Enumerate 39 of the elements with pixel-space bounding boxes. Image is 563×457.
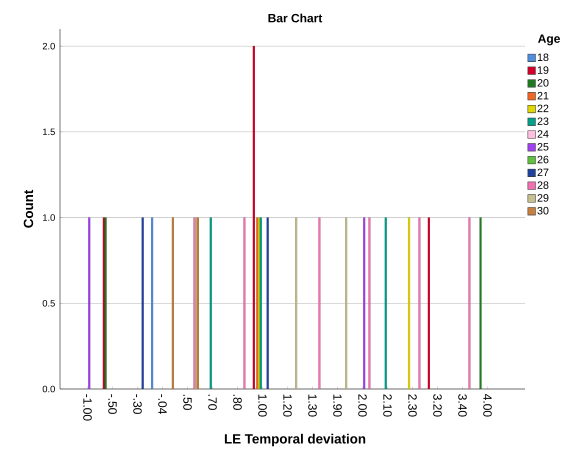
legend-label: 21 xyxy=(538,92,548,100)
legend-title: Age xyxy=(538,34,560,46)
x-tick-label: 2.10 xyxy=(383,394,392,417)
legend-label: 29 xyxy=(538,194,548,202)
y-tick-label: 1.5 xyxy=(43,128,55,136)
legend-label: 25 xyxy=(538,143,548,151)
legend-label: 28 xyxy=(538,181,548,189)
x-tick-label: -1.00 xyxy=(83,394,92,421)
legend-label: 23 xyxy=(538,117,548,125)
x-tick-label: 1.90 xyxy=(333,394,342,417)
legend-label: 30 xyxy=(537,206,548,214)
x-tick-label: 2.00 xyxy=(358,394,367,417)
legend-label: 27 xyxy=(538,168,548,176)
x-tick-label: 2.30 xyxy=(408,394,417,417)
legend-label: 18 xyxy=(538,54,548,62)
legend-label: 26 xyxy=(538,156,548,164)
x-tick-label: -.04 xyxy=(158,394,167,414)
y-tick-label: 2.0 xyxy=(42,42,55,50)
chart-title: Bar Chart xyxy=(268,14,322,22)
x-tick-label: 3.20 xyxy=(433,394,442,417)
x-tick-label: 1.00 xyxy=(258,394,267,417)
x-tick-label: 4.00 xyxy=(483,394,492,417)
x-tick-label: -.30 xyxy=(133,394,142,414)
x-tick-label: .50 xyxy=(183,394,192,410)
x-tick-label: -.50 xyxy=(108,394,117,414)
x-axis-title: LE Temporal deviation xyxy=(224,434,366,446)
x-tick-label: .70 xyxy=(208,394,217,410)
x-tick-label: 1.20 xyxy=(283,394,292,417)
y-tick-label: 1.0 xyxy=(43,214,55,221)
x-tick-label: .80 xyxy=(233,394,242,410)
legend-label: 24 xyxy=(538,130,549,138)
legend-label: 20 xyxy=(538,79,548,87)
y-tick-label: 0.5 xyxy=(42,300,55,307)
x-tick-label: 3.40 xyxy=(458,394,467,417)
x-tick-label: 1.30 xyxy=(308,394,317,417)
legend-label: 22 xyxy=(538,104,548,112)
y-axis-title: Count xyxy=(24,190,34,228)
y-tick-label: 0.0 xyxy=(42,386,55,392)
legend-label: 19 xyxy=(538,66,548,74)
